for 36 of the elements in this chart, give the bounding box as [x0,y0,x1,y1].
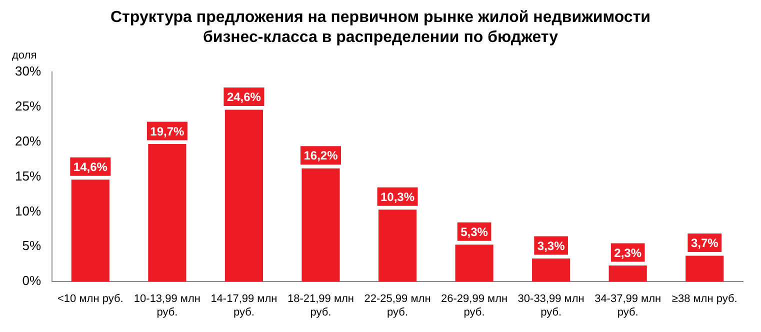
bar [455,244,494,282]
data-label: 19,7% [150,124,185,138]
data-label: 3,7% [690,236,719,250]
x-tick-label: 14-17,99 млн руб. [210,293,278,318]
data-label: 16,2% [304,148,338,163]
y-tick-label: 15% [14,168,42,184]
data-label: 10,3% [380,190,415,204]
data-label: 14,6% [73,160,108,174]
x-tick-label: 26-29,99 млн руб. [441,293,508,318]
x-tick-label: <10 млн руб. [58,293,124,306]
y-tick-label: 10% [14,203,42,218]
bar [302,168,340,282]
x-tick-label: 30-33,99 млн руб. [518,293,584,318]
bar [224,110,263,282]
data-label: 2,3% [614,246,642,260]
data-label: 3,3% [537,238,566,253]
x-tick-label: 10-13,99 млн руб. [134,293,200,318]
bar [71,180,110,282]
y-tick-label: 30% [14,64,42,79]
bar [148,144,186,282]
y-tick-label: 25% [14,98,42,114]
bar [532,258,570,282]
y-tick-label: 20% [14,133,42,148]
chart-title: Структура предложения на первичном рынке жилой недвижимости бизнес-класса в распределении по бюджету [110,8,652,48]
x-tick-label: 34-37,99 млн руб. [594,293,662,318]
x-tick-label: 22-25,99 млн руб. [364,293,431,318]
bar [608,266,647,282]
y-tick-label: 0% [22,273,42,288]
y-tick-label: 5% [22,238,42,254]
x-tick-label: 18-21,99 млн руб. [287,293,354,318]
y-axis-title: доля [12,50,37,62]
bar [378,210,417,282]
bar [686,256,724,282]
x-tick-label: ≥38 млн руб. [672,293,738,306]
data-label: 24,6% [226,90,262,104]
data-label: 5,3% [460,224,488,239]
